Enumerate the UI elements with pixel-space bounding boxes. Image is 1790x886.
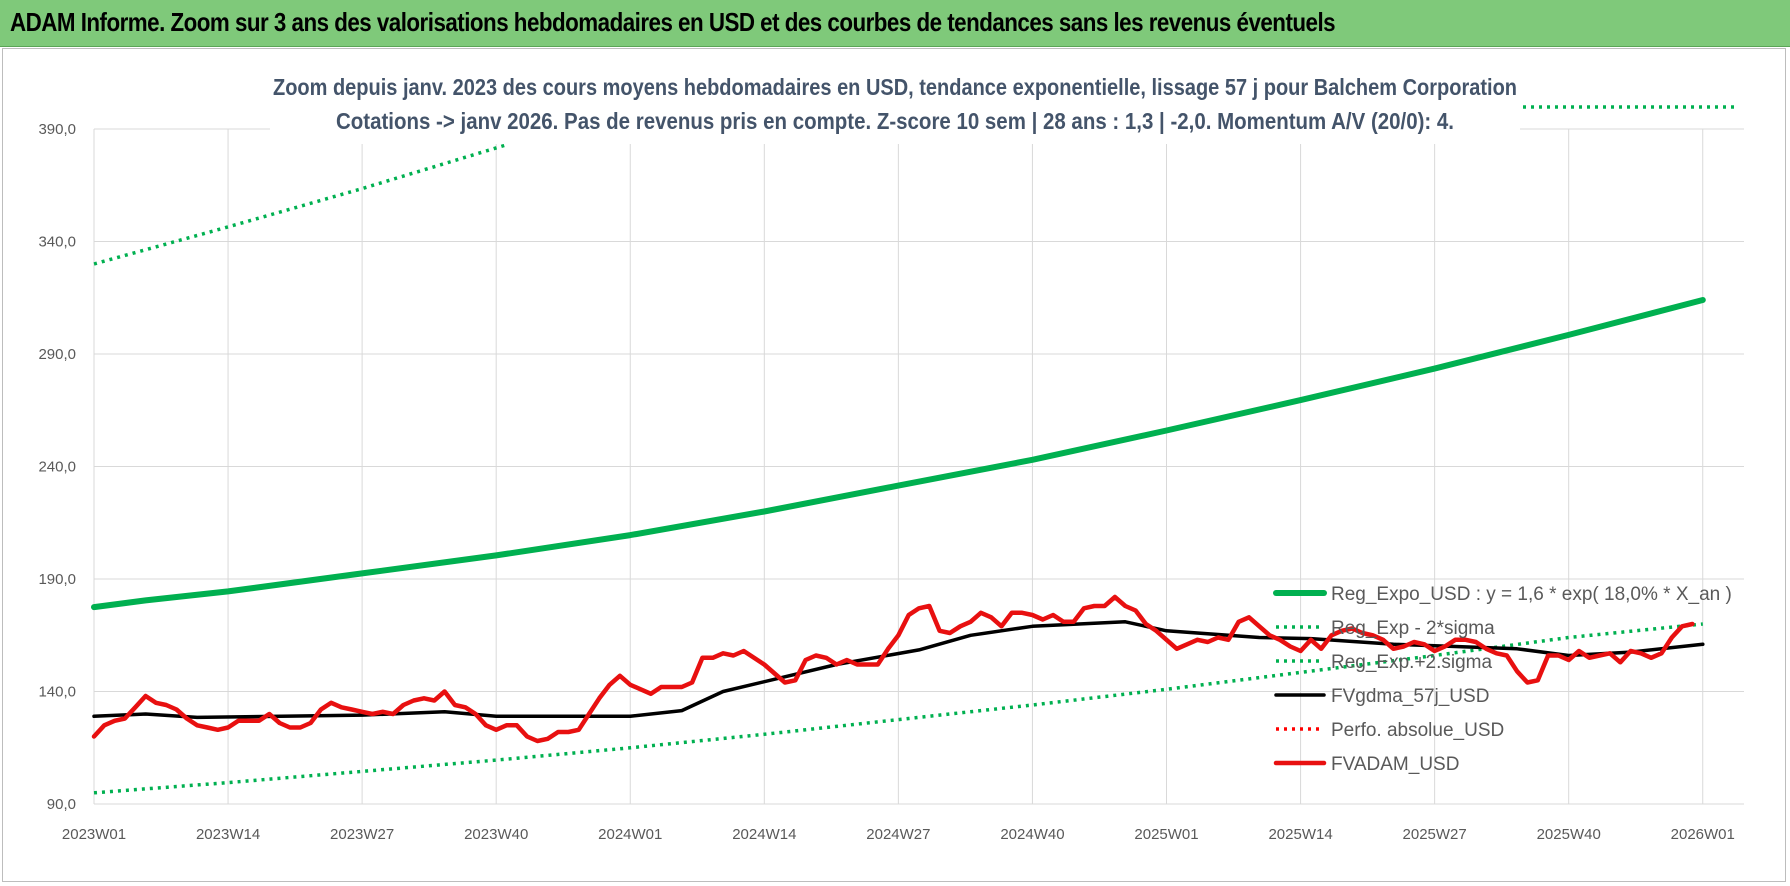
y-tick-label: 240,0 (38, 459, 76, 476)
legend-label: FVADAM_USD (1331, 754, 1459, 775)
chart-frame (2, 48, 1786, 882)
x-tick-label: 2024W27 (866, 826, 930, 843)
legend-label: Reg_Exp.+2.sigma (1331, 652, 1492, 673)
x-tick-label: 2026W01 (1671, 826, 1735, 843)
y-tick-label: 340,0 (38, 234, 76, 251)
legend-label: Perfo. absolue_USD (1331, 720, 1504, 741)
y-tick-label: 90,0 (47, 796, 76, 813)
x-tick-label: 2025W40 (1537, 826, 1601, 843)
y-tick-label: 190,0 (38, 571, 76, 588)
x-tick-label: 2024W40 (1000, 826, 1064, 843)
y-tick-label: 140,0 (38, 684, 76, 701)
x-tick-label: 2025W27 (1403, 826, 1467, 843)
legend: Reg_Expo_USD : y = 1,6 * exp( 18,0% * X_… (1273, 105, 1738, 775)
title-backdrop (270, 68, 1520, 144)
chart-title-line2: Cotations -> janv 2026. Pas de revenus p… (336, 108, 1454, 134)
grid (93, 128, 1744, 805)
legend-label: FVgdma_57j_USD (1331, 686, 1489, 707)
x-tick-label: 2023W40 (464, 826, 528, 843)
series-line-3 (92, 620, 1705, 720)
legend-label: Reg_Exp - 2*sigma (1331, 618, 1495, 639)
legend-label: Reg_Expo_USD : y = 1,6 * exp( 18,0% * X_… (1331, 584, 1732, 605)
y-axis: 90,0 140,0 190,0 240,0 290,0 340,0 390,0 (38, 121, 76, 813)
x-tick-label: 2023W14 (196, 826, 260, 843)
x-tick-label: 2025W14 (1268, 826, 1332, 843)
x-tick-label: 2025W01 (1134, 826, 1198, 843)
series-layer (91, 143, 1706, 795)
x-tick-label: 2023W27 (330, 826, 394, 843)
y-tick-label: 290,0 (38, 346, 76, 363)
x-tick-label: 2024W14 (732, 826, 796, 843)
y-tick-label: 390,0 (38, 121, 76, 138)
banner-title: ADAM Informe. Zoom sur 3 ans des valoris… (10, 7, 1336, 37)
series-line-5 (91, 594, 1695, 744)
x-tick-label: 2024W01 (598, 826, 662, 843)
chart-title-line1: Zoom depuis janv. 2023 des cours moyens … (273, 74, 1517, 100)
series-line-2 (93, 143, 508, 266)
series-line-0 (91, 297, 1706, 611)
banner: ADAM Informe. Zoom sur 3 ans des valoris… (0, 0, 1790, 47)
x-tick-label: 2023W01 (62, 826, 126, 843)
x-axis: 2023W01 2023W14 2023W27 2023W40 2024W01 2024W… (62, 826, 1735, 843)
